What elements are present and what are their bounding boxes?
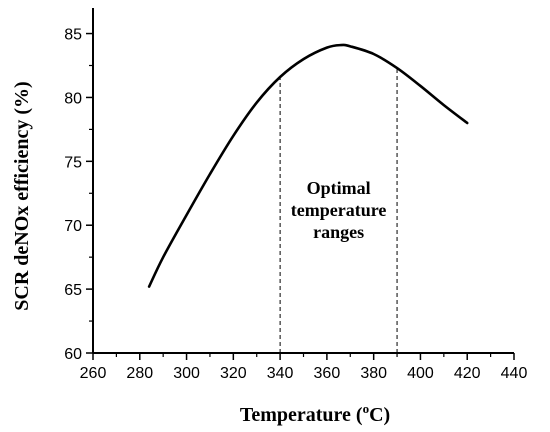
efficiency-curve <box>147 43 469 288</box>
y-axis-title: SCR deNOx efficiency (%) <box>11 81 33 310</box>
x-tick-label: 320 <box>220 365 247 382</box>
annotation-line: ranges <box>313 222 364 242</box>
y-tick-label: 60 <box>64 346 82 363</box>
x-tick-label: 360 <box>314 365 341 382</box>
reference-lines <box>279 68 398 353</box>
y-tick-label: 85 <box>64 27 82 44</box>
x-tick-label: 300 <box>173 365 200 382</box>
x-tick-label: 340 <box>267 365 294 382</box>
y-tick-label: 65 <box>64 282 82 299</box>
ticks: 260 280 300 320 340 360 380 400 420 440 60 65 70 75 80… <box>64 27 527 382</box>
x-axis-title: Temperature (oC) <box>240 401 390 426</box>
x-tick-label: 280 <box>126 365 153 382</box>
y-tick-label: 70 <box>64 218 82 235</box>
y-tick-label: 75 <box>64 154 82 171</box>
x-tick-label: 420 <box>454 365 481 382</box>
x-tick-label: 260 <box>80 365 107 382</box>
y-tick-label: 80 <box>64 90 82 107</box>
annotation-line: temperature <box>291 200 387 220</box>
x-tick-label: 440 <box>501 365 528 382</box>
annotation-line: Optimal <box>307 178 371 198</box>
x-tick-label: 380 <box>360 365 387 382</box>
series-group <box>147 43 469 288</box>
x-tick-label: 400 <box>407 365 434 382</box>
